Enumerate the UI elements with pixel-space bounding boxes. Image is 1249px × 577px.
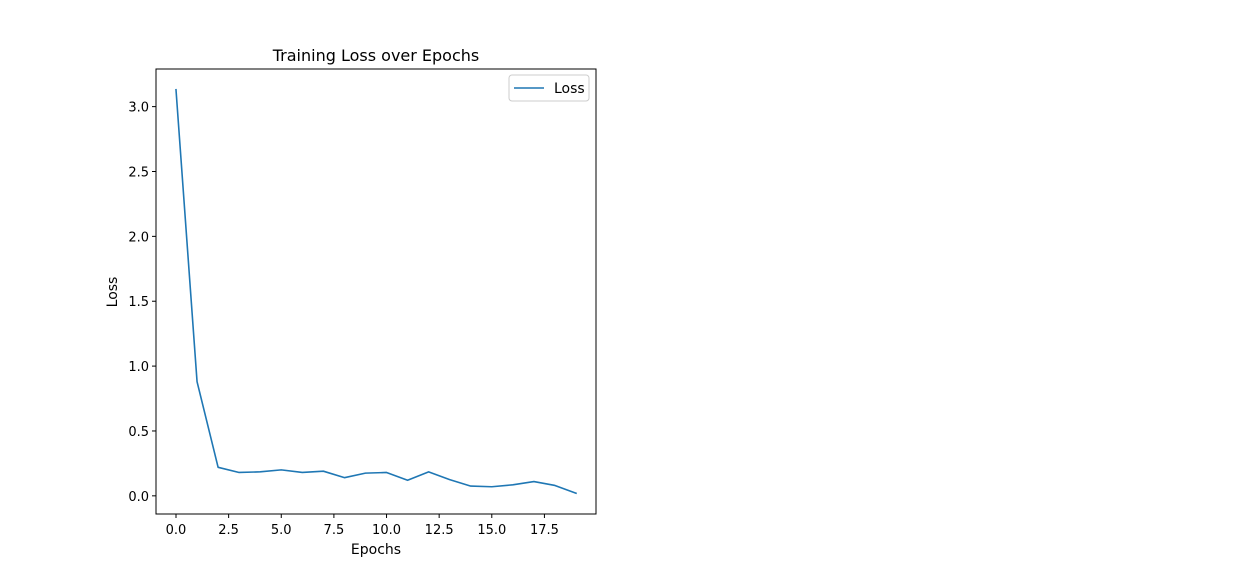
x-tick-label: 2.5 [218, 523, 239, 538]
legend-label-loss: Loss [554, 81, 585, 97]
chart-title: Training Loss over Epochs [272, 46, 480, 65]
x-tick-label: 0.0 [166, 523, 187, 538]
y-tick-label: 3.0 [128, 101, 149, 116]
y-axis-ticks: 0.0 0.5 1.0 1.5 2.0 2.5 3.0 [128, 101, 156, 505]
x-tick-label: 15.0 [477, 523, 506, 538]
y-axis-label: Loss [105, 277, 121, 308]
x-tick-label: 10.0 [372, 523, 401, 538]
y-tick-label: 1.0 [128, 360, 149, 375]
y-tick-label: 1.5 [128, 295, 149, 310]
x-tick-label: 7.5 [324, 523, 345, 538]
x-tick-label: 12.5 [425, 523, 454, 538]
x-tick-label: 17.5 [530, 523, 559, 538]
y-tick-label: 2.5 [128, 165, 149, 180]
y-tick-label: 0.0 [128, 490, 149, 505]
series-lines [175, 88, 578, 495]
x-tick-label: 5.0 [271, 523, 292, 538]
legend-box [508, 74, 590, 102]
x-axis-ticks: 0.0 2.5 5.0 7.5 10.0 12.5 15.0 17.5 [166, 514, 559, 538]
x-axis-label: Epochs [351, 542, 401, 558]
y-tick-label: 0.5 [128, 425, 149, 440]
legend: Loss [508, 74, 590, 102]
plot-area-frame [155, 68, 597, 515]
series-line-loss [175, 88, 578, 495]
y-tick-label: 2.0 [128, 230, 149, 245]
